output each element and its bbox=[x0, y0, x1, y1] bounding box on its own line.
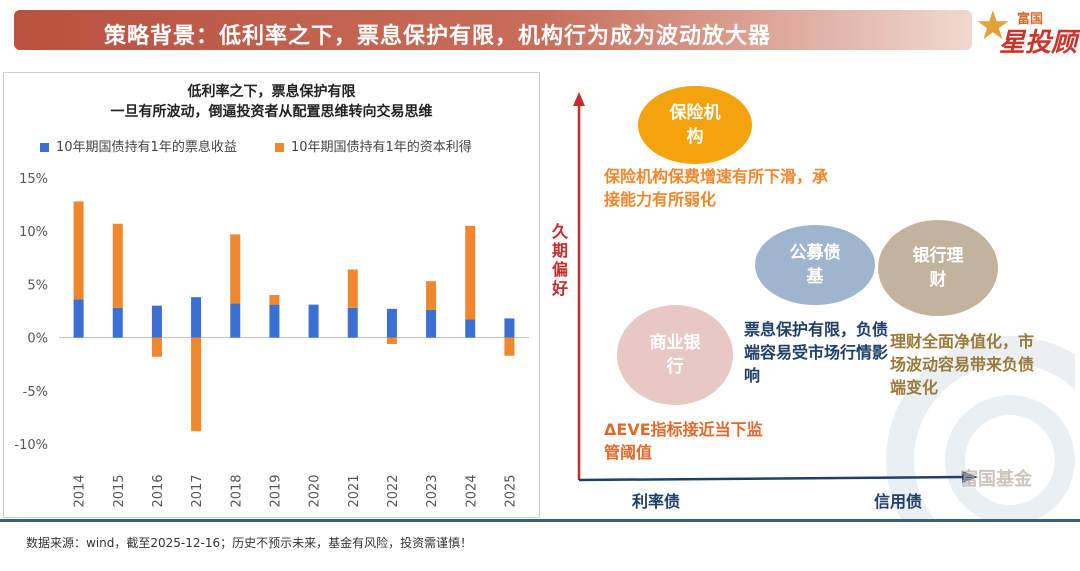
bar-capital-2021 bbox=[348, 270, 358, 308]
footer-divider bbox=[0, 519, 1080, 522]
x-tick-label: 2020 bbox=[308, 474, 323, 507]
bubble-mutual-fund-label: 公募债基 bbox=[785, 241, 845, 289]
y-tick-label: 5% bbox=[27, 278, 48, 293]
bar-capital-2015 bbox=[113, 224, 123, 308]
y-tick-label: 15% bbox=[19, 172, 48, 187]
bar-capital-2023 bbox=[426, 281, 436, 310]
bar-coupon-2021 bbox=[348, 308, 358, 338]
bar-coupon-2018 bbox=[230, 304, 240, 338]
bar-capital-2018 bbox=[230, 234, 240, 303]
watermark-text: 富国基金 bbox=[960, 468, 1032, 491]
chart-panel: 低利率之下，票息保护有限 一旦有所波动，倒逼投资者从配置思维转向交易思维 10年… bbox=[3, 72, 540, 518]
bar-coupon-2024 bbox=[465, 320, 475, 338]
x-axis-label-credit: 信用债 bbox=[874, 488, 922, 512]
annotation-insurance: 保险机构保费增速有所下滑，承接能力有所弱化 bbox=[604, 165, 834, 211]
x-axis-label-rates: 利率债 bbox=[632, 488, 680, 512]
x-tick-label: 2014 bbox=[73, 474, 88, 507]
y-axis-label: 久期偏好 bbox=[550, 222, 570, 298]
page-title: 策略背景：低利率之下，票息保护有限，机构行为成为波动放大器 bbox=[104, 18, 771, 50]
bar-coupon-2015 bbox=[113, 308, 123, 338]
x-tick-label: 2024 bbox=[464, 474, 479, 507]
bar-chart: 15% 10% 5% 0% -5% -10% 2014 2015 2016 2017 2018 201… bbox=[4, 73, 539, 517]
x-tick-label: 2015 bbox=[112, 474, 127, 507]
institution-diagram: 久期偏好 利率债 信用债 富国基金 保险机构 公募债基 银行理财 商业银行 保险… bbox=[560, 80, 1075, 520]
x-tick-label: 2019 bbox=[268, 474, 283, 507]
bar-coupon-2023 bbox=[426, 310, 436, 338]
bar-coupon-2025 bbox=[504, 318, 514, 337]
bubble-bank-wm-label: 银行理财 bbox=[908, 244, 968, 292]
bar-capital-2016 bbox=[152, 338, 162, 357]
bar-coupon-2014 bbox=[74, 299, 84, 337]
bar-capital-2014 bbox=[74, 201, 84, 299]
bar-coupon-2019 bbox=[269, 305, 279, 338]
bar-coupon-2016 bbox=[152, 306, 162, 338]
bar-capital-2025 bbox=[504, 338, 514, 356]
bar-capital-2017 bbox=[191, 338, 201, 432]
annotation-commercial-bank: ΔEVE指标接近当下监管阈值 bbox=[604, 418, 769, 464]
footnote: 数据来源：wind，截至2025-12-16；历史不预示未来，基金有风险，投资需… bbox=[26, 534, 472, 551]
y-tick-label: 10% bbox=[19, 225, 48, 240]
x-tick-label: 2018 bbox=[229, 474, 244, 507]
x-tick-label: 2016 bbox=[151, 474, 166, 507]
bubble-insurance-label: 保险机构 bbox=[665, 101, 725, 149]
bar-coupon-2020 bbox=[309, 305, 319, 338]
bar-capital-2024 bbox=[465, 226, 475, 320]
logo-big-text: 星投顾 bbox=[999, 22, 1077, 59]
y-tick-label: -5% bbox=[23, 385, 48, 400]
x-tick-label: 2022 bbox=[386, 474, 401, 507]
bubble-commercial-bank-label: 商业银行 bbox=[645, 331, 705, 379]
bar-coupon-2017 bbox=[191, 297, 201, 337]
x-tick-label: 2017 bbox=[190, 474, 205, 507]
bubble-commercial-bank: 商业银行 bbox=[617, 305, 733, 405]
bar-coupon-2022 bbox=[387, 309, 397, 338]
y-tick-label: -10% bbox=[14, 438, 48, 453]
bar-capital-2019 bbox=[269, 295, 279, 305]
annotation-mutual-fund: 票息保护有限，负债端容易受市场行情影响 bbox=[744, 318, 890, 387]
bar-capital-2022 bbox=[387, 338, 397, 344]
bubble-bank-wm: 银行理财 bbox=[878, 220, 998, 316]
x-tick-label: 2021 bbox=[347, 474, 362, 507]
brand-logo: ★ 富国 星投顾 bbox=[975, 4, 1075, 56]
annotation-bank-wm: 理财全面净值化，市场波动容易带来负债端变化 bbox=[890, 330, 1045, 399]
x-tick-label: 2023 bbox=[425, 474, 440, 507]
bubble-insurance: 保险机构 bbox=[638, 86, 752, 164]
x-tick-label: 2025 bbox=[503, 474, 518, 507]
bubble-mutual-fund: 公募债基 bbox=[755, 225, 875, 305]
y-axis-arrow-icon bbox=[573, 92, 585, 106]
title-banner: 策略背景：低利率之下，票息保护有限，机构行为成为波动放大器 bbox=[14, 10, 972, 50]
y-tick-label: 0% bbox=[27, 332, 48, 347]
